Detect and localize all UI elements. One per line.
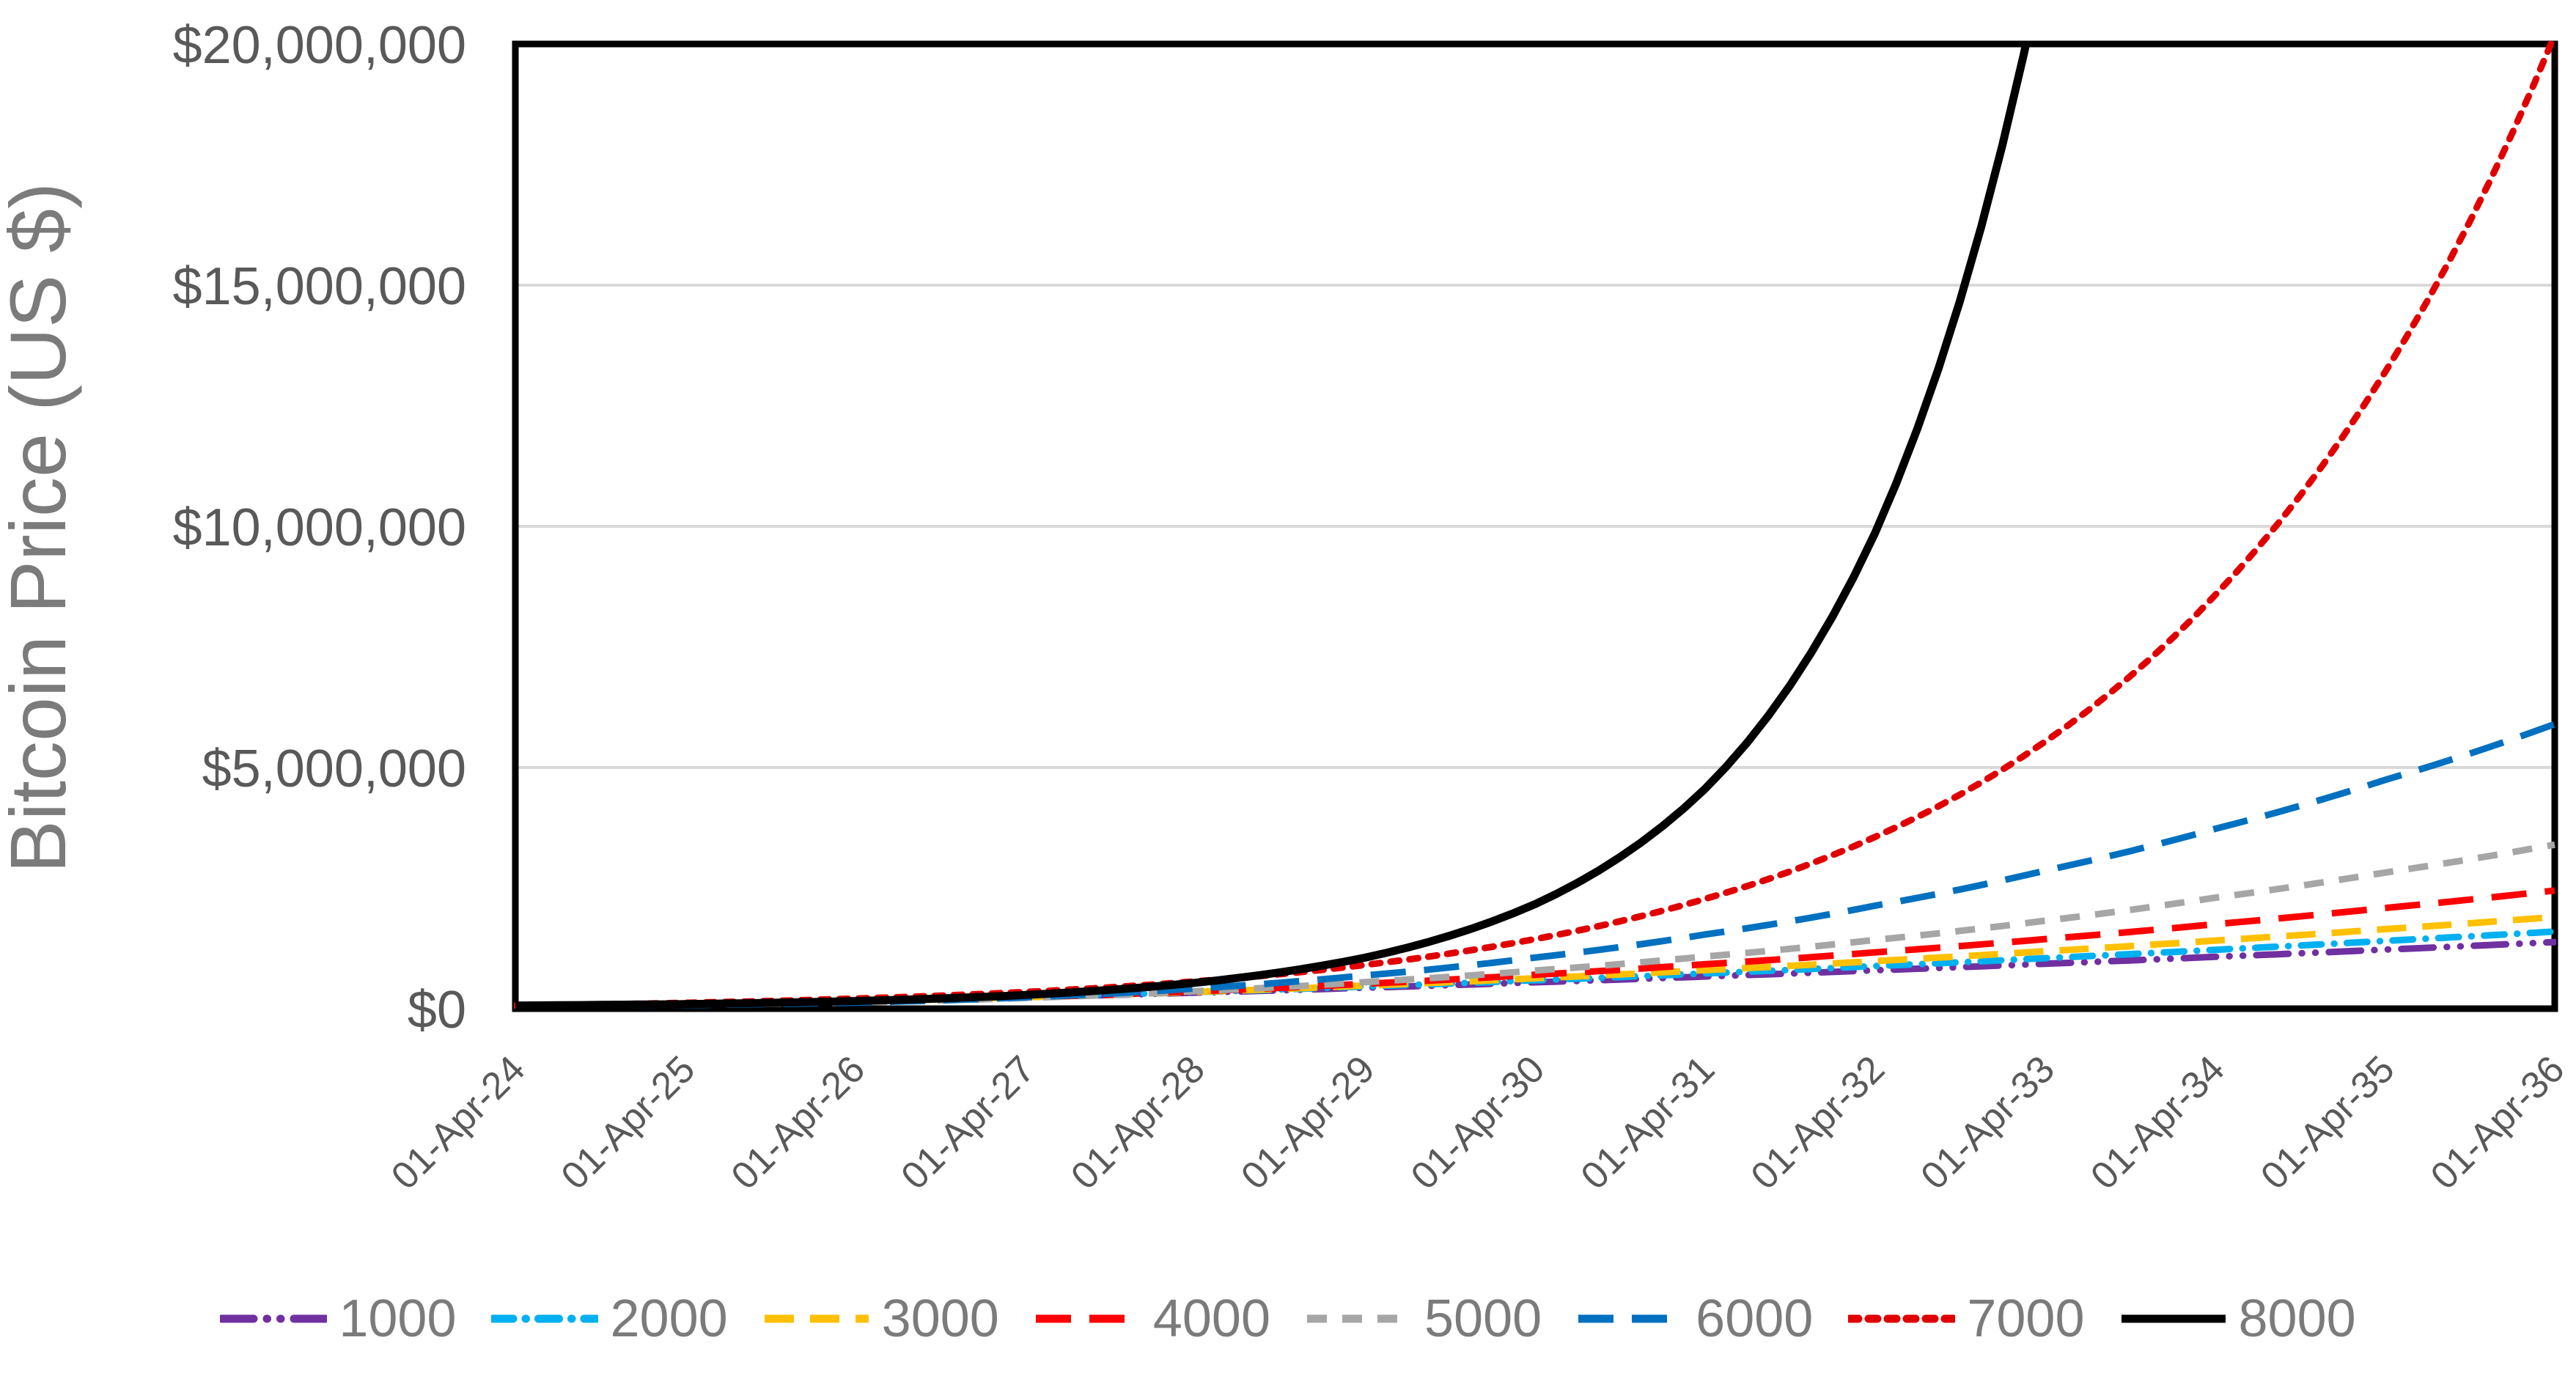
- legend-label-5000: 5000: [1424, 1289, 1542, 1348]
- legend-line-sample-4000: [1035, 1314, 1140, 1323]
- legend-label-8000: 8000: [2238, 1289, 2356, 1348]
- legend-label-4000: 4000: [1152, 1289, 1270, 1348]
- legend-label-6000: 6000: [1696, 1289, 1814, 1348]
- x-tick-label: 01-Apr-27: [893, 1048, 1043, 1198]
- x-tick-label: 01-Apr-26: [724, 1048, 874, 1198]
- legend-item-5000: 5000: [1306, 1292, 1542, 1345]
- y-tick-label: $15,000,000: [173, 257, 466, 316]
- x-tick-label: 01-Apr-29: [1233, 1048, 1383, 1198]
- x-tick-label: 01-Apr-36: [2423, 1048, 2573, 1198]
- legend-label-3000: 3000: [881, 1289, 999, 1348]
- series-line-8000: [515, 41, 2031, 1010]
- series-line-3000: [515, 913, 2555, 1009]
- series-line-7000: [514, 41, 2556, 1009]
- x-tick-label: 01-Apr-31: [1573, 1048, 1723, 1198]
- legend-line-sample-5000: [1307, 1314, 1411, 1323]
- legend-item-6000: 6000: [1577, 1292, 1813, 1345]
- plot-border: [512, 40, 2558, 1012]
- legend-label-1000: 1000: [339, 1289, 457, 1348]
- legend-line-sample-8000: [2121, 1314, 2226, 1323]
- legend-item-7000: 7000: [1848, 1289, 2085, 1348]
- legend-item-8000: 8000: [2120, 1292, 2356, 1345]
- y-axis-tick-labels: $0 $5,000,000 $10,000,000 $15,000,000 $20,00…: [173, 16, 466, 1039]
- x-tick-label: 01-Apr-28: [1063, 1048, 1213, 1198]
- x-tick-label: 01-Apr-32: [1743, 1048, 1894, 1198]
- x-tick-label: 01-Apr-33: [1913, 1048, 2063, 1198]
- x-tick-label: 01-Apr-25: [553, 1048, 704, 1198]
- y-tick-label: $20,000,000: [173, 16, 466, 75]
- legend-item-3000: 3000: [763, 1292, 999, 1345]
- y-tick-label: $10,000,000: [173, 498, 466, 557]
- legend-item-4000: 4000: [1034, 1292, 1270, 1345]
- gridlines: [515, 284, 2555, 769]
- legend-line-sample-6000: [1578, 1314, 1683, 1323]
- x-tick-label: 01-Apr-24: [383, 1048, 534, 1198]
- x-axis-tick-labels: 01-Apr-24 01-Apr-25 01-Apr-26 01-Apr-27 01-A…: [383, 1048, 2573, 1198]
- legend-line-sample-1000: [220, 1314, 328, 1323]
- legend-line-sample-3000: [764, 1314, 869, 1323]
- legend-label-2000: 2000: [610, 1289, 728, 1348]
- legend-line-sample-2000: [491, 1314, 599, 1323]
- x-tick-label: 01-Apr-30: [1403, 1048, 1553, 1198]
- legend: 1000 2000 3000 4000 5000 6000 7000 8000: [0, 1278, 2576, 1359]
- series-lines: [514, 41, 2556, 1010]
- legend-item-1000: 1000: [220, 1292, 456, 1345]
- x-tick-label: 01-Apr-34: [2083, 1048, 2233, 1198]
- series-line-5000: [515, 841, 2555, 1009]
- y-tick-label: $5,000,000: [202, 740, 466, 798]
- legend-label-7000: 7000: [1967, 1289, 2085, 1348]
- legend-item-2000: 2000: [491, 1289, 728, 1348]
- legend-line-sample-7000: [1848, 1314, 1956, 1323]
- y-tick-label: $0: [408, 981, 466, 1039]
- x-tick-label: 01-Apr-35: [2253, 1048, 2403, 1198]
